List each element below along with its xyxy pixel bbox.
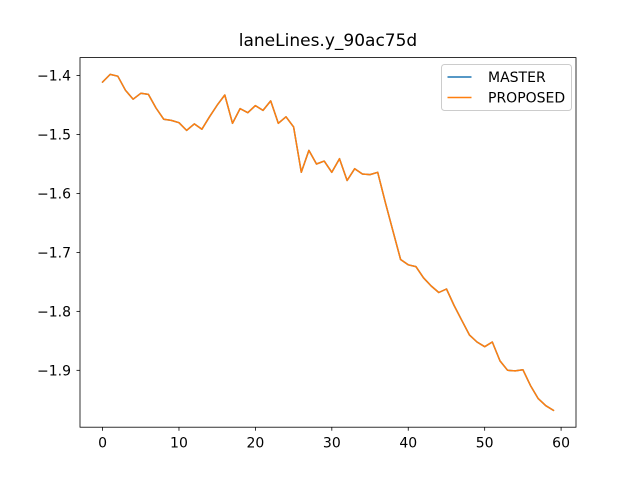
legend-label-master: MASTER [488, 70, 546, 86]
y-axis-tick-label: −1.8 [37, 304, 71, 320]
legend-label-proposed: PROPOSED [488, 91, 565, 107]
x-axis-tick-label: 60 [552, 436, 570, 452]
proposed-series-line [101, 73, 555, 412]
y-axis-tick-label: −1.9 [37, 363, 71, 379]
y-axis-tick-label: −1.7 [37, 245, 71, 261]
plot-border [79, 57, 577, 428]
x-axis-tick-label: 50 [476, 436, 494, 452]
x-axis-tick-label: 30 [323, 436, 341, 452]
chart-title: laneLines.y_90ac75d [239, 31, 417, 51]
y-axis-tick-label: −1.6 [37, 186, 71, 202]
master-series-line [101, 73, 555, 412]
x-axis-tick-label: 20 [246, 436, 264, 452]
y-axis-tick-label: −1.5 [37, 128, 71, 144]
x-axis-tick-label: 40 [399, 436, 417, 452]
y-axis-tick-label: −1.4 [37, 69, 71, 85]
x-axis-tick-label: 10 [170, 436, 188, 452]
x-axis-tick-label: 0 [98, 436, 107, 452]
legend-box [441, 64, 572, 111]
